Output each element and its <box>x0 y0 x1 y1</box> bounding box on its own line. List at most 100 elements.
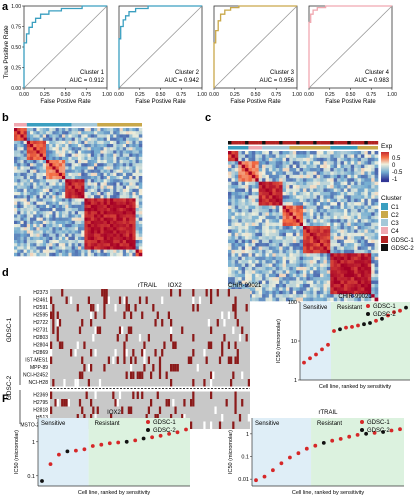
heatmap-cell <box>122 179 127 183</box>
heatmap-cell <box>306 226 311 230</box>
heatmap-cell <box>296 191 300 196</box>
heatmap-cell <box>313 273 317 278</box>
data-point-gdsc-1 <box>304 446 309 451</box>
gdsc-bar-segment <box>333 141 338 145</box>
heatmap-cell <box>129 204 133 209</box>
heatmap-cell <box>255 191 259 196</box>
heatmap-cell <box>265 243 270 247</box>
heatmap-cell <box>14 137 18 142</box>
heatmap-cell <box>285 239 290 244</box>
heatmap-cell <box>36 179 40 183</box>
drug-label-chir: CHIR-99021 <box>228 283 262 289</box>
response-cell <box>141 371 144 379</box>
heatmap-cell <box>313 280 317 285</box>
heatmap-cell <box>26 137 31 142</box>
heatmap-cell <box>84 150 88 154</box>
heatmap-cell <box>255 188 259 193</box>
heatmap-cell <box>17 185 21 190</box>
heatmap-cell <box>251 273 256 278</box>
heatmap-cell <box>49 144 53 148</box>
heatmap-cell <box>81 220 85 225</box>
heatmap-cell <box>103 246 108 250</box>
heatmap-cell <box>279 185 283 189</box>
heatmap-cell <box>135 220 140 225</box>
heatmap-cell <box>26 150 31 154</box>
heatmap-cell <box>84 153 88 158</box>
heatmap-cell <box>347 253 352 257</box>
heatmap-cell <box>46 192 50 196</box>
response-cell <box>78 399 82 407</box>
heatmap-cell <box>100 195 104 199</box>
heatmap-cell <box>323 294 328 298</box>
heatmap-cell <box>129 166 133 170</box>
heatmap-cell <box>364 256 369 261</box>
heatmap-cell <box>234 161 239 165</box>
heatmap-cell <box>103 153 108 158</box>
heatmap-cell <box>228 266 232 271</box>
heatmap-cell <box>343 283 348 288</box>
heatmap-cell <box>364 243 369 247</box>
heatmap-cell <box>374 294 379 298</box>
heatmap-cell <box>296 219 300 223</box>
heatmap-cell <box>74 140 79 145</box>
heatmap-cell <box>330 236 334 240</box>
heatmap-cell <box>303 185 307 189</box>
heatmap-cell <box>36 246 40 250</box>
heatmap-cell <box>343 294 348 298</box>
heatmap-cell <box>265 249 270 254</box>
heatmap-cell <box>279 151 283 155</box>
heatmap-cell <box>303 208 307 213</box>
heatmap-cell <box>265 236 270 240</box>
response-cell <box>236 349 239 357</box>
heatmap-cell <box>296 260 300 264</box>
heatmap-cell <box>326 297 331 302</box>
heatmap-cell <box>135 201 140 206</box>
heatmap-cell <box>138 156 143 161</box>
heatmap-cell <box>354 154 358 159</box>
heatmap-cell <box>238 243 242 247</box>
heatmap-cell <box>238 253 242 257</box>
heatmap-cell <box>238 215 242 220</box>
heatmap-cell <box>132 128 136 132</box>
heatmap-cell <box>333 280 338 285</box>
heatmap-cell <box>135 230 140 234</box>
cell-line-label: MSTO-211H <box>20 423 48 429</box>
heatmap-cell <box>26 169 31 174</box>
heatmap-cell <box>103 211 108 215</box>
heatmap-cell <box>52 169 56 174</box>
response-cell <box>190 421 193 429</box>
heatmap-cell <box>354 232 358 237</box>
heatmap-cell <box>74 134 79 138</box>
heatmap-cell <box>296 154 300 159</box>
cell-line-label: H2803 <box>33 335 48 341</box>
heatmap-cell <box>282 239 287 244</box>
heatmap-cell <box>371 287 375 292</box>
y-tick-label: 0.1 <box>27 474 35 480</box>
heatmap-cell <box>33 243 37 247</box>
heatmap-cell <box>228 161 232 165</box>
heatmap-cell <box>299 232 304 237</box>
heatmap-cell <box>316 239 321 244</box>
data-point-gdsc-1 <box>302 360 306 365</box>
heatmap-cell <box>228 253 232 257</box>
heatmap-cell <box>39 214 44 218</box>
heatmap-cell <box>94 204 98 209</box>
heatmap-cell <box>74 214 79 218</box>
heatmap-cell <box>282 212 287 217</box>
heatmap-cell <box>306 253 311 257</box>
heatmap-cell <box>103 172 108 177</box>
heatmap-cell <box>248 294 253 298</box>
response-cell <box>141 311 144 319</box>
heatmap-cell <box>36 236 40 241</box>
heatmap-cell <box>285 253 290 257</box>
heatmap-cell <box>33 147 37 151</box>
heatmap-cell <box>316 151 321 155</box>
heatmap-cell <box>323 154 328 159</box>
heatmap-cell <box>49 208 53 212</box>
heatmap-cell <box>42 134 47 138</box>
heatmap-cell <box>343 256 348 261</box>
heatmap-cell <box>62 128 66 132</box>
heatmap-cell <box>279 171 283 176</box>
heatmap-cell <box>326 280 331 285</box>
heatmap-cell <box>103 227 108 231</box>
